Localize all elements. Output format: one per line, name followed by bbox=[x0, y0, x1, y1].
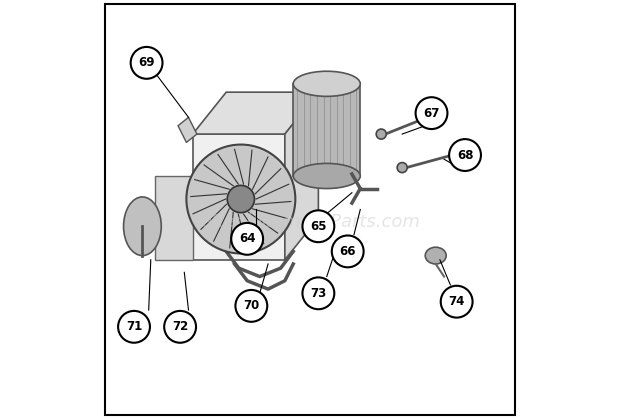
Polygon shape bbox=[193, 92, 319, 134]
Polygon shape bbox=[285, 92, 319, 260]
Polygon shape bbox=[293, 84, 360, 176]
Circle shape bbox=[228, 185, 254, 212]
Circle shape bbox=[236, 290, 267, 322]
Circle shape bbox=[164, 311, 196, 343]
Text: 68: 68 bbox=[457, 148, 473, 162]
Polygon shape bbox=[155, 176, 193, 260]
Text: 74: 74 bbox=[448, 295, 465, 308]
Circle shape bbox=[303, 210, 334, 242]
Text: 66: 66 bbox=[340, 245, 356, 258]
Text: 65: 65 bbox=[310, 220, 327, 233]
Text: 69: 69 bbox=[138, 56, 155, 70]
Circle shape bbox=[303, 277, 334, 309]
Circle shape bbox=[449, 139, 481, 171]
Text: 72: 72 bbox=[172, 320, 188, 334]
Circle shape bbox=[332, 235, 364, 267]
Circle shape bbox=[397, 163, 407, 173]
Text: 67: 67 bbox=[423, 106, 440, 120]
Ellipse shape bbox=[293, 163, 360, 189]
Circle shape bbox=[131, 47, 162, 79]
Text: 73: 73 bbox=[310, 287, 327, 300]
Ellipse shape bbox=[293, 71, 360, 96]
Text: eReplacementParts.com: eReplacementParts.com bbox=[200, 213, 420, 231]
Ellipse shape bbox=[425, 247, 446, 264]
Text: 71: 71 bbox=[126, 320, 142, 334]
Text: 64: 64 bbox=[239, 232, 255, 246]
Polygon shape bbox=[178, 117, 197, 142]
Circle shape bbox=[376, 129, 386, 139]
Polygon shape bbox=[193, 134, 285, 260]
Circle shape bbox=[187, 145, 295, 253]
Circle shape bbox=[231, 223, 263, 255]
Circle shape bbox=[441, 286, 472, 318]
Ellipse shape bbox=[123, 197, 161, 256]
Circle shape bbox=[415, 97, 448, 129]
Text: 70: 70 bbox=[243, 299, 259, 313]
Circle shape bbox=[118, 311, 150, 343]
